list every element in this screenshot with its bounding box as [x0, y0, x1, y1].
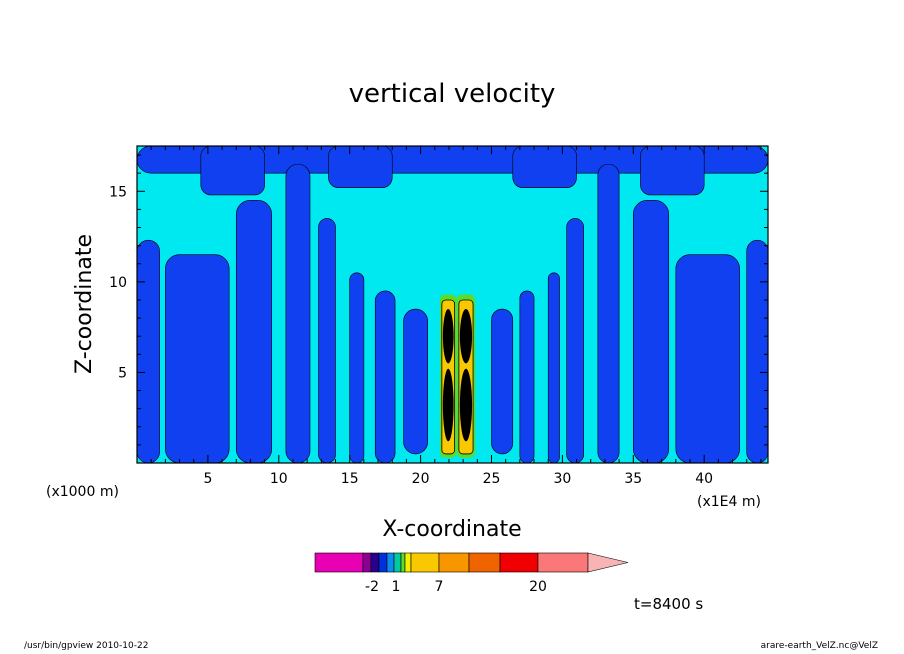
plot-frame [136, 145, 769, 464]
negative-region [137, 239, 160, 463]
updraft-core [459, 368, 473, 442]
colorbar-segment [438, 552, 470, 573]
colorbar-label: 7 [435, 579, 444, 595]
negative-region [597, 163, 620, 463]
x-tick-label: 25 [483, 471, 501, 487]
colorbar-segment [314, 552, 364, 573]
colorbar-segment [393, 552, 402, 573]
negative-region [566, 218, 584, 463]
colorbar-segment [468, 552, 501, 573]
chart-title: vertical velocity [349, 79, 556, 109]
plot-area [136, 145, 769, 464]
colorbar-segment [410, 552, 440, 573]
velocity-field [137, 146, 768, 463]
x-tick-label: 30 [553, 471, 571, 487]
negative-region [547, 272, 560, 463]
footer-left: /usr/bin/gpview 2010-10-22 [24, 641, 149, 651]
x-tick-label: 10 [270, 471, 288, 487]
y-tick-label: 10 [109, 275, 127, 291]
x-tick-label: 40 [695, 471, 713, 487]
negative-region [512, 146, 577, 188]
negative-region [403, 308, 428, 455]
colorbar-segment [386, 552, 395, 573]
y-axis: 5 10 15 [109, 154, 768, 446]
colorbar-extension [587, 552, 629, 573]
x-scale-label: (x1000 m) [46, 484, 119, 500]
negative-region [675, 254, 740, 463]
y-tick-label: 5 [118, 365, 127, 381]
x-axis-label: X-coordinate [382, 517, 521, 542]
colorbar-label: 1 [392, 579, 401, 595]
x-axis: 5 10 15 20 25 30 35 40 [150, 146, 762, 487]
colorbar-segment [499, 552, 539, 573]
x-tick-label: 15 [341, 471, 359, 487]
x-unit-label: (x1E4 m) [697, 494, 761, 510]
negative-region [640, 146, 705, 196]
updraft-core [442, 309, 454, 364]
negative-region [349, 272, 365, 463]
negative-region [200, 146, 265, 196]
negative-region [285, 163, 311, 463]
negative-region [491, 308, 514, 455]
x-tick-label: 35 [624, 471, 642, 487]
negative-region [318, 218, 336, 463]
x-tick-label: 5 [203, 471, 212, 487]
colorbar-segment [378, 552, 388, 573]
negative-region [235, 200, 273, 463]
colorbar-label: -2 [365, 579, 379, 595]
negative-region [632, 200, 670, 463]
colorbar: -2 1 7 20 [314, 552, 629, 595]
colorbar-segment [404, 552, 412, 573]
negative-region [374, 290, 396, 463]
negative-region [328, 146, 393, 188]
colorbar-segment [400, 552, 406, 573]
negative-region [746, 239, 768, 463]
y-axis-label: Z-coordinate [72, 234, 97, 374]
x-tick-label: 20 [412, 471, 430, 487]
updraft-core [459, 309, 473, 364]
colorbar-segment [370, 552, 380, 573]
negative-region [165, 254, 230, 463]
time-annotation: t=8400 s [634, 595, 703, 613]
footer-right: arare-earth_VelZ.nc@VelZ [760, 641, 878, 651]
updraft-core [442, 368, 454, 442]
colorbar-segment [537, 552, 589, 573]
colorbar-label: 20 [529, 579, 547, 595]
y-tick-label: 15 [109, 184, 127, 200]
colorbar-segment [362, 552, 372, 573]
negative-region [519, 290, 535, 463]
